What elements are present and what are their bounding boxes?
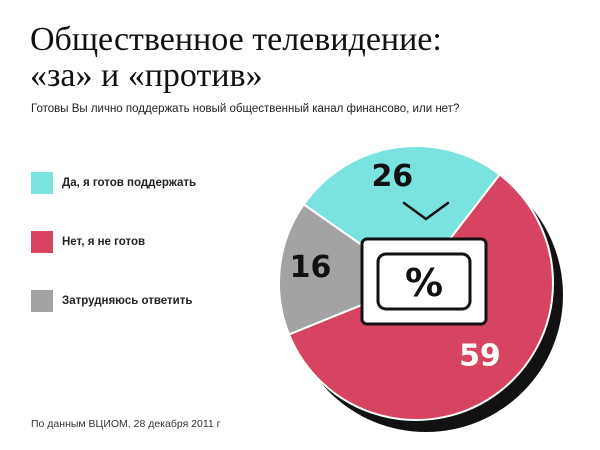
pie-slice-yes [302, 145, 502, 285]
legend-label-no: Нет, я не готов [62, 236, 146, 248]
title-line-1: Общественное телевидение: [30, 21, 442, 58]
tv-screen [376, 252, 472, 311]
pie-label-yes: 26 [371, 159, 413, 194]
tv-antenna-right [424, 201, 450, 221]
legend-label-unsure: Затрудняюсь ответить [62, 295, 193, 307]
pie-labels: 26 59 16 [290, 159, 501, 373]
chart-title: Общественное телевидение: «за» и «против… [30, 22, 442, 94]
chart-subtitle: Готовы Вы лично поддержать новый обществ… [31, 103, 460, 115]
title-line-2: «за» и «против» [30, 57, 263, 94]
legend-swatch-yes [31, 172, 53, 194]
tv-icon: % [360, 201, 488, 326]
legend-item-no: Нет, я не готов [31, 231, 196, 253]
legend-swatch-unsure [31, 290, 53, 312]
tv-antenna-left [402, 201, 428, 221]
legend-label-yes: Да, я готов поддержать [62, 177, 197, 189]
legend: Да, я готов поддержать Нет, я не готов З… [31, 172, 196, 349]
legend-swatch-no [31, 231, 53, 253]
pie-label-unsure: 16 [290, 250, 332, 285]
legend-item-yes: Да, я готов поддержать [31, 172, 196, 194]
pie-label-no: 59 [459, 338, 501, 373]
source-note: По данным ВЦИОМ, 28 декабря 2011 г [31, 418, 221, 430]
pie-slice-unsure [278, 203, 419, 336]
tv-percent-sign: % [405, 261, 443, 305]
legend-item-unsure: Затрудняюсь ответить [31, 290, 196, 312]
